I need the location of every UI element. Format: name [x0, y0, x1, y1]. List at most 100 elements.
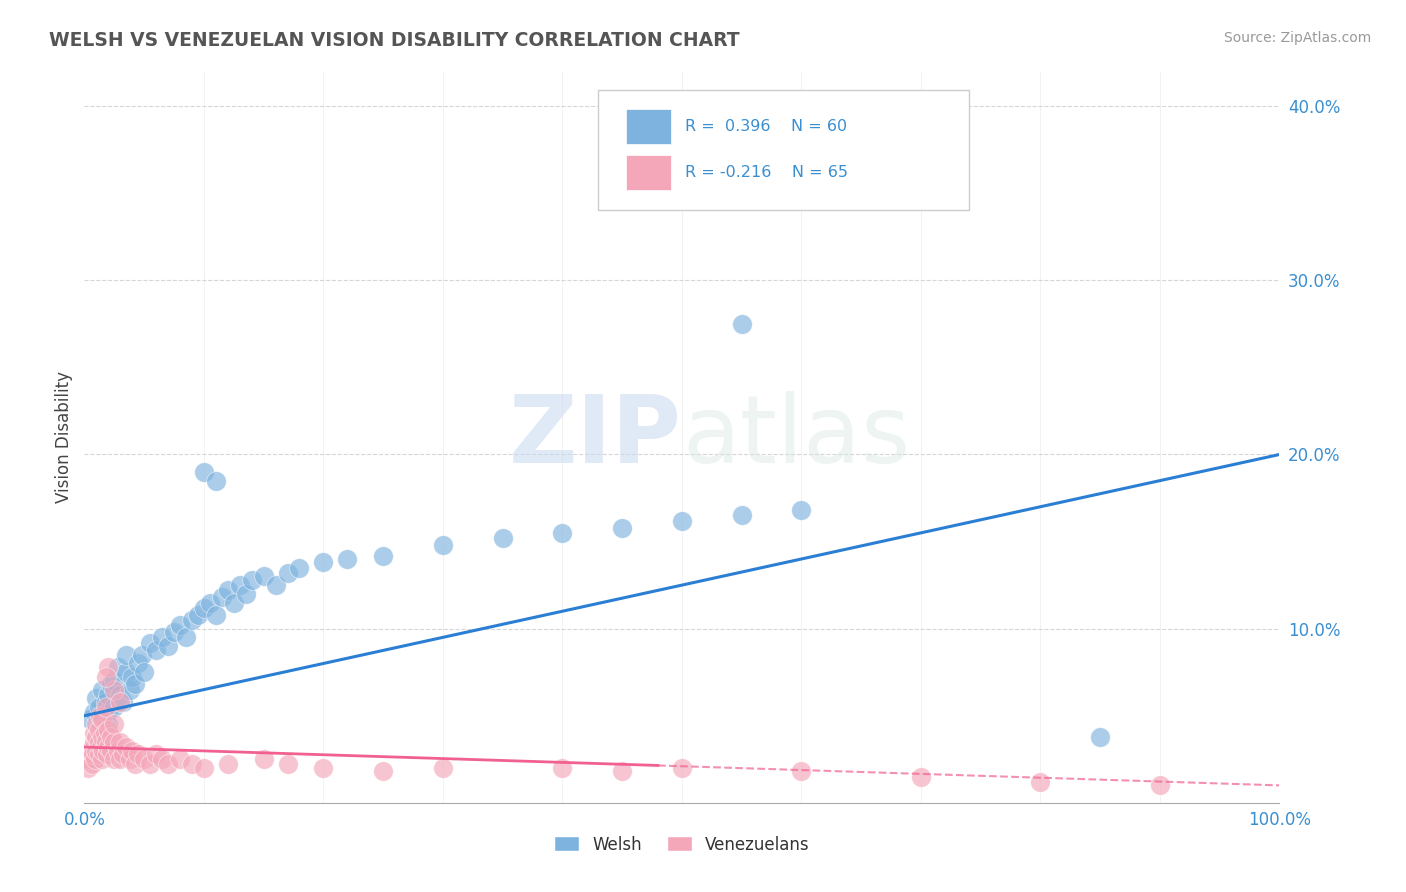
Point [103, 682, 125, 697]
Point [235, 587, 257, 601]
Text: WELSH VS VENEZUELAN VISION DISABILITY CORRELATION CHART: WELSH VS VENEZUELAN VISION DISABILITY CO… [49, 31, 740, 50]
Point [127, 657, 149, 671]
Point [205, 474, 228, 488]
Point [139, 635, 162, 649]
Point [205, 607, 228, 622]
Point [118, 752, 141, 766]
Point [100, 743, 122, 757]
Point [94, 735, 117, 749]
Point [910, 770, 932, 784]
Point [91, 752, 114, 766]
Point [103, 717, 125, 731]
Point [612, 521, 634, 535]
Point [94, 700, 117, 714]
Point [79, 712, 101, 726]
Point [118, 682, 141, 697]
Point [132, 752, 156, 766]
Point [111, 747, 134, 761]
Point [312, 761, 335, 775]
Point [110, 695, 132, 709]
Point [89, 708, 111, 723]
Point [100, 677, 122, 691]
Point [90, 740, 112, 755]
Point [1149, 778, 1171, 792]
Point [97, 688, 120, 702]
Point [91, 712, 114, 726]
Point [110, 735, 132, 749]
Point [229, 578, 252, 592]
Point [86, 717, 108, 731]
Point [100, 730, 122, 744]
Point [217, 757, 239, 772]
Point [731, 508, 754, 523]
Point [83, 735, 105, 749]
Text: atlas: atlas [682, 391, 910, 483]
Point [145, 747, 167, 761]
Point [103, 752, 125, 766]
Point [1090, 730, 1112, 744]
Point [87, 700, 110, 714]
Point [97, 705, 120, 719]
Point [612, 764, 634, 779]
Point [91, 730, 114, 744]
Point [174, 631, 197, 645]
Point [169, 618, 191, 632]
Point [264, 578, 287, 592]
Point [124, 757, 146, 772]
Point [492, 531, 515, 545]
Point [157, 639, 180, 653]
FancyBboxPatch shape [599, 90, 969, 211]
Point [103, 673, 125, 688]
Point [97, 740, 120, 755]
Point [373, 549, 395, 563]
Point [79, 743, 101, 757]
Point [97, 717, 120, 731]
Text: R =  0.396    N = 60: R = 0.396 N = 60 [686, 119, 848, 134]
Point [124, 677, 146, 691]
Point [83, 705, 105, 719]
Point [121, 743, 143, 757]
Point [87, 747, 110, 761]
Point [1029, 775, 1052, 789]
Point [790, 503, 813, 517]
Point [97, 723, 120, 737]
Point [107, 743, 129, 757]
Text: R = -0.216    N = 65: R = -0.216 N = 65 [686, 165, 848, 180]
Point [432, 761, 454, 775]
Point [432, 538, 454, 552]
Point [94, 695, 117, 709]
Legend: Welsh, Venezuelans: Welsh, Venezuelans [547, 829, 817, 860]
Point [217, 583, 239, 598]
Point [145, 642, 167, 657]
Point [312, 556, 335, 570]
Point [222, 595, 245, 609]
Point [139, 757, 162, 772]
Bar [626, 154, 671, 190]
Text: ZIP: ZIP [509, 391, 682, 483]
Point [373, 764, 395, 779]
Point [150, 631, 173, 645]
Point [551, 761, 574, 775]
Point [93, 726, 115, 740]
Point [82, 747, 104, 761]
Y-axis label: Vision Disability: Vision Disability [55, 371, 73, 503]
Point [193, 600, 215, 615]
Text: Source: ZipAtlas.com: Source: ZipAtlas.com [1223, 31, 1371, 45]
Point [77, 761, 100, 775]
Point [96, 747, 118, 761]
Point [193, 465, 215, 479]
Point [91, 682, 114, 697]
Point [111, 695, 134, 709]
Point [198, 595, 221, 609]
Point [336, 552, 359, 566]
Point [103, 735, 125, 749]
Point [288, 560, 311, 574]
Point [97, 660, 120, 674]
Point [115, 740, 138, 755]
Point [132, 665, 156, 680]
Point [77, 752, 100, 766]
Point [110, 688, 132, 702]
Point [107, 660, 129, 674]
Point [91, 712, 114, 726]
Point [110, 752, 132, 766]
